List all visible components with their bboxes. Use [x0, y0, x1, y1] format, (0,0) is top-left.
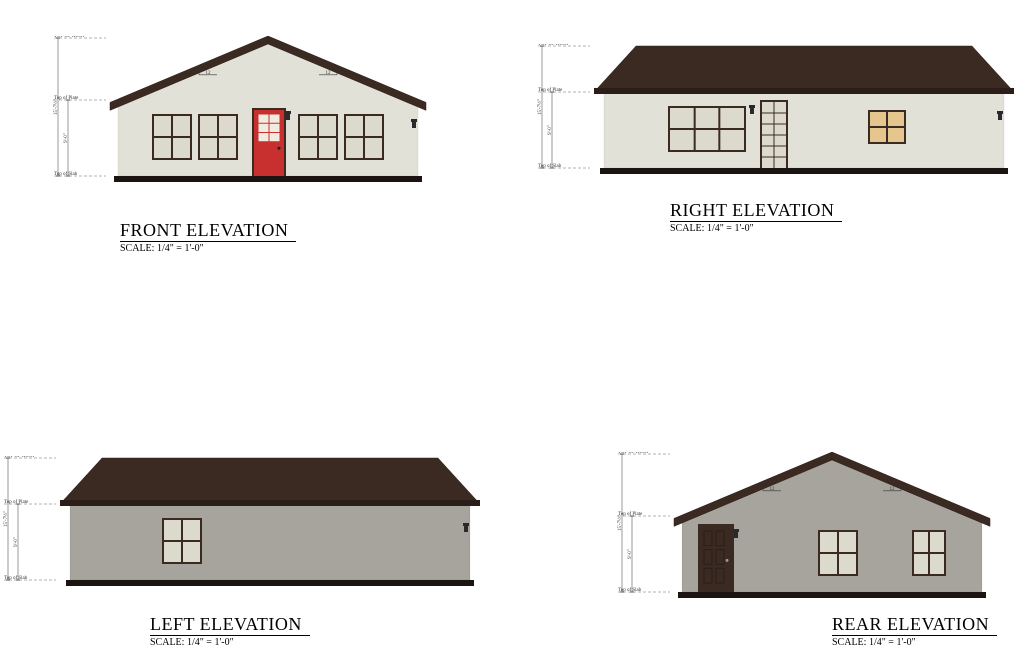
svg-text:9'-0": 9'-0" — [628, 549, 633, 559]
rear-dimension-column: TOP OF ROOFTop of PlateTop of Slab15'-7½… — [612, 452, 652, 602]
svg-text:9'-0": 9'-0" — [14, 537, 19, 547]
right-scale-note: SCALE: 1/4" = 1'-0" — [670, 223, 842, 234]
left-scale-note: SCALE: 1/4" = 1'-0" — [150, 637, 310, 648]
svg-text:12: 12 — [326, 71, 332, 76]
rear-title-block: REAR ELEVATIONSCALE: 1/4" = 1'-0" — [832, 614, 997, 648]
front-dimension-column: TOP OF ROOFTop of PlateTop of Slab15'-7½… — [48, 36, 88, 186]
right-title: RIGHT ELEVATION — [670, 200, 842, 222]
svg-text:15'-7½": 15'-7½" — [4, 511, 9, 527]
right-title-block: RIGHT ELEVATIONSCALE: 1/4" = 1'-0" — [670, 200, 842, 234]
svg-text:15'-7½": 15'-7½" — [538, 99, 543, 115]
svg-text:TOP OF ROOF: TOP OF ROOF — [618, 452, 650, 455]
left-title: LEFT ELEVATION — [150, 614, 310, 636]
front-elevation-drawing: TOP OF ROOFTop of PlateTop of Slab15'-7½… — [108, 36, 428, 186]
svg-text:12: 12 — [770, 486, 776, 491]
svg-text:15'-7½": 15'-7½" — [618, 515, 623, 531]
left-dimension-column: TOP OF ROOFTop of PlateTop of Slab15'-7½… — [0, 456, 38, 590]
svg-text:TOP OF ROOF: TOP OF ROOF — [54, 36, 86, 39]
front-title-block: FRONT ELEVATIONSCALE: 1/4" = 1'-0" — [120, 220, 296, 254]
svg-text:TOP OF ROOF: TOP OF ROOF — [4, 456, 36, 459]
svg-text:TOP OF ROOF: TOP OF ROOF — [538, 44, 570, 47]
front-title: FRONT ELEVATION — [120, 220, 296, 242]
rear-title: REAR ELEVATION — [832, 614, 997, 636]
svg-text:9'-0": 9'-0" — [548, 125, 553, 135]
left-title-block: LEFT ELEVATIONSCALE: 1/4" = 1'-0" — [150, 614, 310, 648]
left-elevation-drawing: TOP OF ROOFTop of PlateTop of Slab15'-7½… — [58, 456, 482, 590]
svg-text:15'-7½": 15'-7½" — [54, 99, 59, 115]
right-elevation-drawing: TOP OF ROOFTop of PlateTop of Slab15'-7½… — [592, 44, 1016, 178]
svg-text:12: 12 — [206, 71, 212, 76]
svg-text:12: 12 — [890, 486, 896, 491]
svg-text:9'-0": 9'-0" — [64, 133, 69, 143]
front-scale-note: SCALE: 1/4" = 1'-0" — [120, 243, 296, 254]
right-dimension-column: TOP OF ROOFTop of PlateTop of Slab15'-7½… — [532, 44, 572, 178]
rear-scale-note: SCALE: 1/4" = 1'-0" — [832, 637, 997, 648]
rear-elevation-drawing: TOP OF ROOFTop of PlateTop of Slab15'-7½… — [672, 452, 992, 602]
